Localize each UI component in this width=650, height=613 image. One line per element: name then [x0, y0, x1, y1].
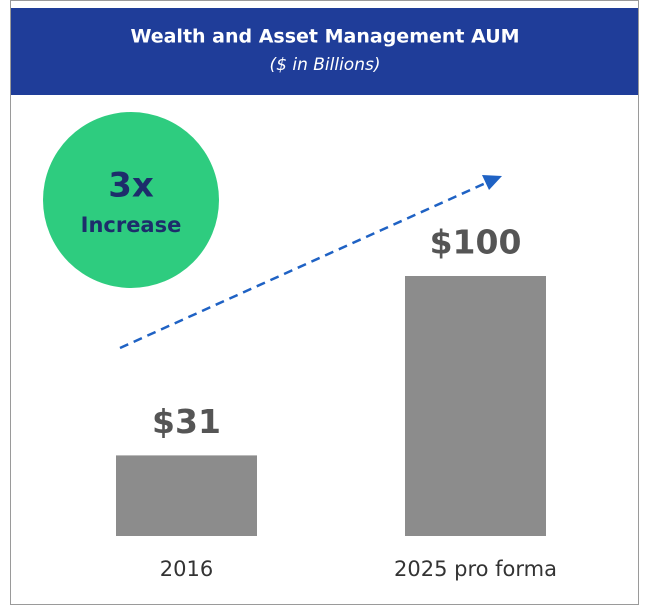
bar — [405, 276, 546, 536]
arrow-head — [482, 175, 502, 190]
annotation: Increase — [81, 213, 182, 237]
bar — [116, 455, 257, 536]
trend-arrow — [119, 180, 489, 350]
value-label: $100 — [430, 223, 522, 262]
x-tick-label: 2025 pro forma — [394, 557, 557, 581]
chart-subtitle: ($ in Billions) — [270, 55, 381, 75]
badge — [43, 112, 219, 288]
x-tick-label: 2016 — [160, 557, 213, 581]
value-label: $31 — [152, 402, 221, 441]
annotation: 3x — [108, 166, 154, 206]
chart-title: Wealth and Asset Management AUM — [130, 26, 519, 48]
header — [11, 8, 638, 95]
